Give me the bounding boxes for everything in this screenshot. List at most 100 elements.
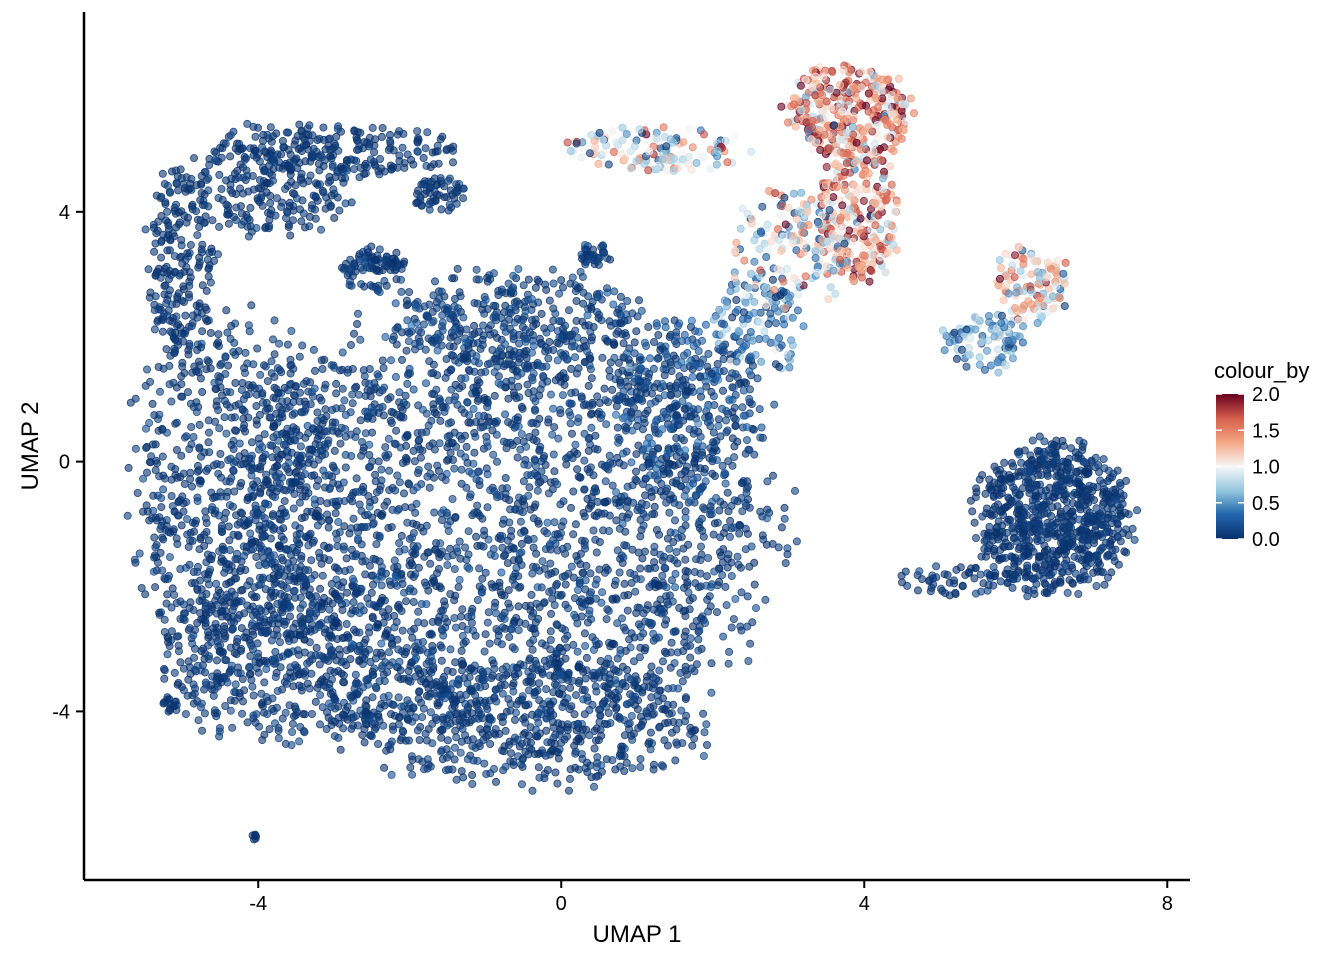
- data-point: [370, 160, 379, 169]
- data-point: [473, 541, 482, 550]
- data-point: [338, 348, 347, 357]
- data-point: [130, 555, 139, 564]
- data-point: [160, 674, 169, 683]
- data-point: [286, 668, 295, 677]
- data-point: [429, 679, 438, 688]
- data-point: [489, 764, 498, 773]
- data-point: [339, 578, 348, 587]
- data-point: [430, 408, 439, 417]
- data-point: [214, 630, 223, 639]
- data-point: [230, 574, 239, 583]
- data-point: [123, 511, 132, 520]
- data-point: [401, 648, 410, 657]
- data-point: [424, 462, 433, 471]
- data-point: [574, 662, 583, 671]
- data-point: [678, 677, 687, 686]
- data-point: [580, 512, 589, 521]
- data-point: [171, 200, 180, 209]
- data-point: [531, 428, 540, 437]
- data-point: [552, 681, 561, 690]
- data-point: [302, 140, 311, 149]
- data-point: [679, 544, 688, 553]
- data-point: [509, 388, 518, 397]
- data-point: [592, 512, 601, 521]
- data-point: [744, 445, 753, 454]
- data-point: [534, 763, 543, 772]
- data-point: [325, 483, 334, 492]
- data-point: [222, 429, 231, 438]
- data-point: [291, 181, 300, 190]
- data-point: [316, 446, 325, 455]
- data-point: [527, 624, 536, 633]
- data-point: [450, 464, 459, 473]
- data-point: [183, 249, 192, 258]
- data-point: [384, 523, 393, 532]
- data-point: [332, 379, 341, 388]
- data-point: [170, 507, 179, 516]
- data-point: [564, 569, 573, 578]
- data-point: [566, 683, 575, 692]
- data-point: [365, 463, 374, 472]
- data-point: [602, 463, 611, 472]
- data-point: [394, 693, 403, 702]
- data-point: [448, 679, 457, 688]
- data-point: [681, 513, 690, 522]
- data-point: [727, 501, 736, 510]
- data-point: [458, 718, 467, 727]
- data-point: [655, 633, 664, 642]
- data-point: [246, 383, 255, 392]
- data-point: [296, 617, 305, 626]
- data-point: [262, 470, 271, 479]
- data-point: [721, 582, 730, 591]
- data-point: [735, 520, 744, 529]
- data-point: [574, 414, 583, 423]
- data-point: [355, 687, 364, 696]
- data-point: [722, 601, 731, 610]
- data-point: [391, 372, 400, 381]
- data-point: [694, 646, 703, 655]
- data-point: [342, 156, 351, 165]
- data-point: [446, 544, 455, 553]
- data-point: [291, 382, 300, 391]
- data-point: [768, 540, 777, 549]
- data-point: [612, 679, 621, 688]
- data-point: [418, 638, 427, 647]
- data-point: [671, 583, 680, 592]
- data-point: [465, 467, 474, 476]
- data-point: [381, 451, 390, 460]
- data-point: [410, 457, 419, 466]
- data-point: [688, 594, 697, 603]
- data-point: [401, 391, 410, 400]
- data-point: [544, 489, 553, 498]
- data-point: [288, 728, 297, 737]
- data-point: [601, 477, 610, 486]
- data-point: [279, 601, 288, 610]
- data-point: [277, 553, 286, 562]
- data-point: [172, 383, 181, 392]
- data-point: [497, 640, 506, 649]
- data-point: [284, 634, 293, 643]
- data-point: [620, 716, 629, 725]
- data-point: [692, 555, 701, 564]
- data-point: [150, 325, 159, 334]
- data-point: [660, 563, 669, 572]
- data-point: [688, 741, 697, 750]
- data-point: [627, 629, 636, 638]
- data-point: [563, 732, 572, 741]
- data-point: [534, 718, 543, 727]
- data-point: [501, 473, 510, 482]
- data-point: [620, 579, 629, 588]
- data-point: [580, 429, 589, 438]
- data-point: [363, 510, 372, 519]
- data-point: [499, 712, 508, 721]
- data-point: [231, 175, 240, 184]
- data-point: [265, 725, 274, 734]
- data-point: [141, 225, 150, 234]
- data-point: [368, 580, 377, 589]
- data-point: [594, 736, 603, 745]
- data-point: [604, 606, 613, 615]
- data-point: [375, 288, 384, 297]
- data-point: [482, 725, 491, 734]
- data-point: [470, 508, 479, 517]
- data-point: [514, 626, 523, 635]
